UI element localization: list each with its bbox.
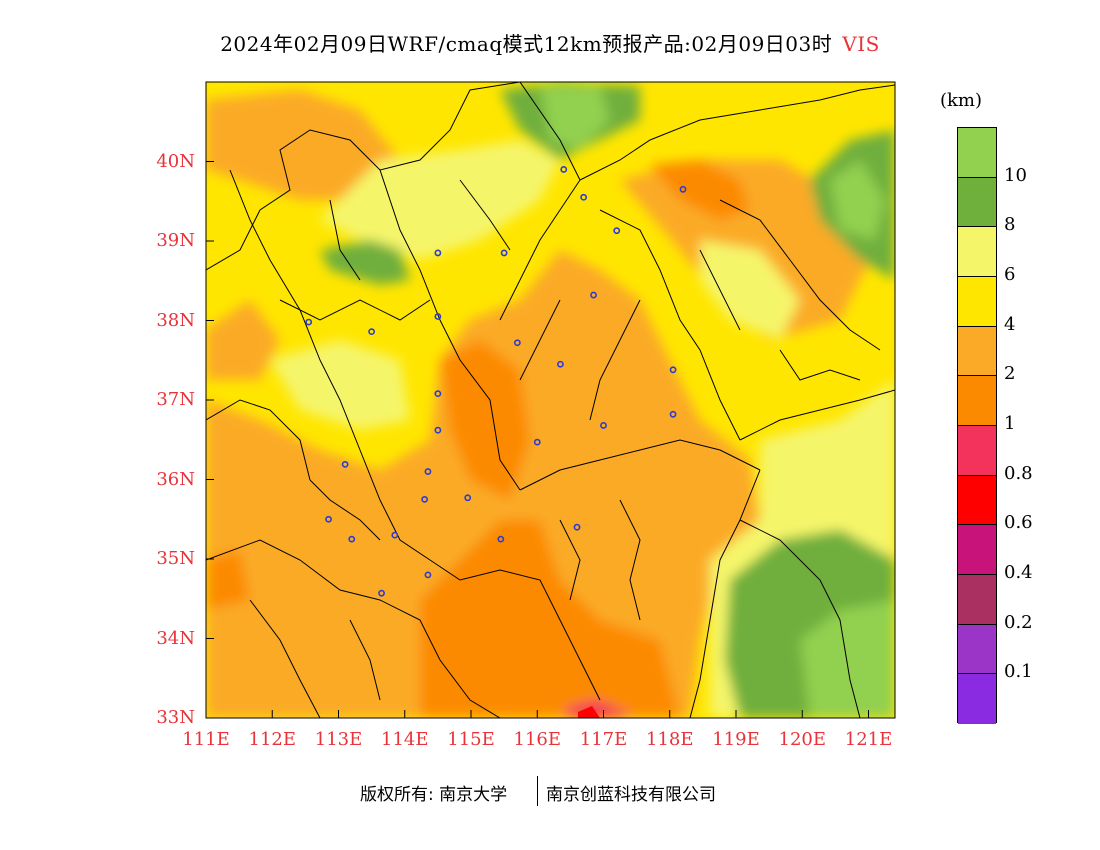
field-orange-west	[206, 300, 280, 380]
station-marker	[434, 426, 442, 434]
colorbar-segment	[958, 624, 996, 675]
latitude-label: 35N	[156, 548, 195, 569]
axis-ticks	[205, 161, 869, 719]
colorbar-segment	[958, 575, 996, 625]
station-marker	[434, 390, 442, 398]
colorbar-segment	[958, 376, 996, 426]
colorbar	[957, 127, 997, 724]
map-field	[206, 82, 895, 718]
station-marker	[421, 495, 429, 503]
station-marker	[513, 339, 521, 347]
latitude-label: 39N	[156, 230, 195, 251]
colorbar-label: 8	[1004, 214, 1016, 236]
field-lightgreen-northeast	[830, 160, 885, 240]
colorbar-segment	[958, 475, 996, 526]
station-marker	[497, 535, 505, 543]
colorbar-segment	[958, 128, 996, 178]
footer-separator	[537, 776, 538, 806]
station-marker	[325, 515, 332, 523]
longitude-label: 112E	[248, 729, 297, 750]
colorbar-segment	[958, 326, 996, 377]
station-marker	[464, 494, 472, 502]
field-darkorange-center	[440, 340, 530, 500]
station-marker	[560, 166, 568, 173]
station-marker	[434, 313, 442, 320]
colorbar-label: 0.4	[1004, 562, 1033, 583]
latitude-label: 34N	[156, 627, 195, 649]
field-green-shanxi	[320, 240, 410, 285]
colorbar-segment	[958, 674, 996, 724]
station-marker	[434, 249, 442, 257]
longitude-label: 118E	[646, 729, 694, 750]
station-marker	[533, 438, 541, 446]
colorbar-segment	[958, 525, 996, 575]
station-marker	[368, 328, 376, 336]
colorbar-label: 4	[1004, 313, 1016, 335]
colorbar-segment	[958, 227, 996, 277]
longitude-label: 117E	[579, 729, 628, 750]
colorbar-label: 0.1	[1004, 661, 1033, 683]
station-marker	[679, 185, 687, 193]
footer-company: 南京创蓝科技有限公司	[546, 785, 716, 805]
longitude-label: 119E	[712, 729, 760, 750]
latitude-label: 38N	[156, 309, 195, 331]
colorbar-label: 2	[1004, 363, 1016, 385]
chart-title: 2024年02月09日WRF/cmaq模式12km预报产品:02月09日03时 V…	[0, 28, 1100, 57]
latitude-label: 36N	[156, 468, 195, 490]
station-marker	[305, 318, 313, 326]
colorbar-segment	[958, 177, 996, 228]
station-marker	[557, 360, 564, 368]
longitude-label: 121E	[844, 729, 893, 750]
field-lightgreen-north	[540, 86, 610, 150]
station-marker	[613, 227, 621, 235]
longitude-label: 113E	[314, 729, 363, 750]
colorbar-label: 10	[1004, 164, 1027, 186]
station-marker	[378, 589, 385, 597]
station-marker	[573, 523, 581, 531]
station-marker	[669, 366, 677, 374]
colorbar-label: 0.8	[1004, 462, 1033, 484]
station-markers	[305, 166, 687, 597]
colorbar-label: 0.6	[1004, 512, 1033, 534]
station-marker	[424, 468, 432, 475]
station-marker	[669, 410, 677, 418]
station-marker	[580, 193, 588, 201]
latitude-label: 40N	[156, 150, 195, 172]
colorbar-label: 6	[1004, 264, 1016, 285]
footer-copyright: 版权所有: 南京大学	[360, 785, 508, 805]
field-lightyellow-west	[270, 340, 410, 430]
field-lightyellow-east	[700, 240, 800, 340]
field-darkorange-south	[420, 520, 680, 718]
station-marker	[590, 291, 597, 299]
station-marker	[391, 531, 399, 539]
station-marker	[600, 422, 607, 429]
longitude-label: 115E	[447, 729, 495, 750]
colorbar-segment	[958, 426, 996, 476]
longitude-label: 116E	[513, 729, 562, 750]
station-marker	[424, 571, 432, 579]
station-marker	[500, 249, 508, 257]
province-boundaries	[206, 82, 895, 718]
field-red-core	[578, 706, 600, 718]
colorbar-segment	[958, 277, 996, 327]
longitude-label: 114E	[381, 729, 429, 750]
title-text: 2024年02月09日WRF/cmaq模式12km预报产品:02月09日03时	[220, 32, 833, 56]
latitude-label: 37N	[156, 389, 195, 410]
field-lightgreen-southeast	[800, 600, 895, 718]
field-lightyellow-coast	[760, 380, 895, 560]
station-marker	[341, 460, 349, 468]
longitude-label: 111E	[182, 729, 230, 750]
field-orange-northwest	[206, 90, 400, 200]
longitude-label: 120E	[778, 729, 827, 750]
station-marker	[348, 535, 356, 543]
variable-label: VIS	[842, 32, 880, 56]
latitude-label: 33N	[156, 707, 195, 728]
colorbar-label: 1	[1004, 413, 1016, 434]
colorbar-label: 0.2	[1004, 611, 1033, 633]
field-darkorange-west	[206, 550, 250, 610]
legend-unit: (km)	[940, 90, 983, 111]
field-darkorange-tangshan	[650, 160, 750, 220]
